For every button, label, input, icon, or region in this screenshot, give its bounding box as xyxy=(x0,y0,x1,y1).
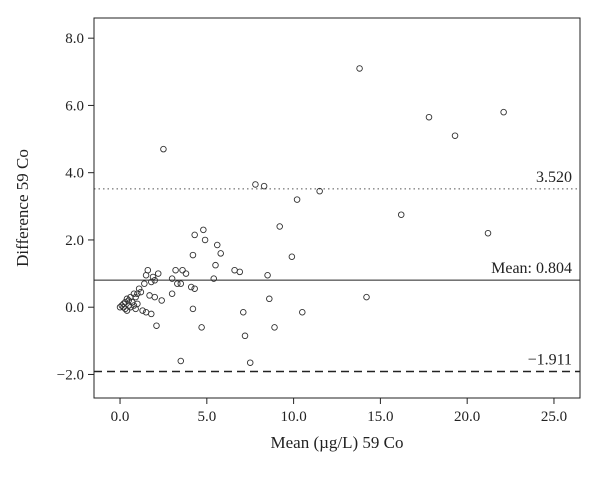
data-point xyxy=(252,181,259,188)
data-point xyxy=(172,266,179,274)
y-tick-label: −2.0 xyxy=(57,367,84,383)
reference-line-label: −1.911 xyxy=(528,351,572,368)
data-point xyxy=(299,308,306,316)
data-point xyxy=(241,332,249,340)
data-point xyxy=(160,145,167,153)
plot-frame xyxy=(93,17,581,399)
data-point xyxy=(123,307,131,314)
data-point xyxy=(154,270,162,277)
data-point xyxy=(191,231,198,239)
data-point xyxy=(130,290,138,298)
x-tick-label: 25.0 xyxy=(541,409,567,425)
data-point xyxy=(217,250,224,257)
data-point xyxy=(134,290,141,298)
data-point xyxy=(189,251,197,259)
x-tick-label: 0.0 xyxy=(111,409,130,425)
data-point xyxy=(356,65,363,72)
data-point xyxy=(177,357,185,365)
data-point xyxy=(148,310,155,318)
y-tick-label: 2.0 xyxy=(65,233,84,249)
data-point xyxy=(153,322,160,329)
data-point xyxy=(148,278,155,286)
data-point xyxy=(132,305,139,313)
data-point xyxy=(288,253,296,261)
data-point xyxy=(240,308,247,316)
data-point xyxy=(168,290,176,298)
data-point xyxy=(210,275,218,282)
y-tick-label: 0.0 xyxy=(65,300,84,316)
data-point xyxy=(484,229,492,237)
data-point xyxy=(236,268,244,276)
reference-line-label: Mean: 0.804 xyxy=(491,260,572,277)
data-point xyxy=(200,226,207,234)
reference-lines: 3.520 Mean: 0.804 −1.911 xyxy=(94,169,580,373)
data-point xyxy=(276,223,283,230)
data-point xyxy=(316,187,323,195)
data-point xyxy=(177,280,185,287)
data-point xyxy=(425,113,433,121)
data-point xyxy=(451,132,459,139)
data-point xyxy=(168,275,176,282)
y-tick-label: 6.0 xyxy=(65,98,84,114)
data-point xyxy=(137,288,145,296)
data-point xyxy=(182,270,190,277)
data-point xyxy=(191,285,198,292)
x-axis: 0.0 5.0 10.0 15.0 20.0 25.0 xyxy=(111,398,567,425)
data-point xyxy=(151,293,158,301)
data-point xyxy=(231,266,238,274)
x-tick-label: 15.0 xyxy=(367,409,393,425)
data-point xyxy=(142,272,150,279)
data-point xyxy=(118,302,126,309)
data-point xyxy=(189,305,197,313)
x-axis-title: Mean (µg/L) 59 Co xyxy=(270,433,403,452)
y-tick-label: 8.0 xyxy=(65,31,84,47)
data-point xyxy=(246,359,254,366)
data-point xyxy=(271,324,278,331)
data-point xyxy=(139,307,146,314)
data-point xyxy=(179,266,186,274)
y-tick-label: 4.0 xyxy=(65,166,84,182)
data-point xyxy=(125,297,132,304)
y-axis-title: Difference 59 Co xyxy=(13,149,32,267)
data-point xyxy=(174,280,181,287)
data-point xyxy=(158,297,165,304)
x-tick-label: 10.0 xyxy=(280,409,306,425)
data-point xyxy=(123,295,131,303)
data-point xyxy=(141,280,148,287)
data-point xyxy=(293,196,301,203)
data-point xyxy=(363,293,370,301)
data-point xyxy=(151,277,158,284)
reference-line-label: 3.520 xyxy=(536,169,572,186)
data-point xyxy=(130,302,138,309)
data-point xyxy=(198,324,205,331)
data-point xyxy=(260,182,268,190)
data-point xyxy=(201,236,209,244)
x-tick-label: 5.0 xyxy=(197,409,216,425)
data-point xyxy=(187,283,195,291)
x-tick-label: 20.0 xyxy=(454,409,480,425)
data-point xyxy=(212,261,219,269)
data-point xyxy=(142,308,150,316)
data-point xyxy=(146,292,153,299)
data-points xyxy=(116,65,507,366)
data-point xyxy=(500,108,507,116)
data-point xyxy=(264,272,271,279)
data-point xyxy=(213,241,221,249)
y-axis: −2.0 0.0 2.0 4.0 6.0 8.0 xyxy=(57,31,94,383)
data-point xyxy=(266,295,273,303)
data-point xyxy=(397,211,405,218)
